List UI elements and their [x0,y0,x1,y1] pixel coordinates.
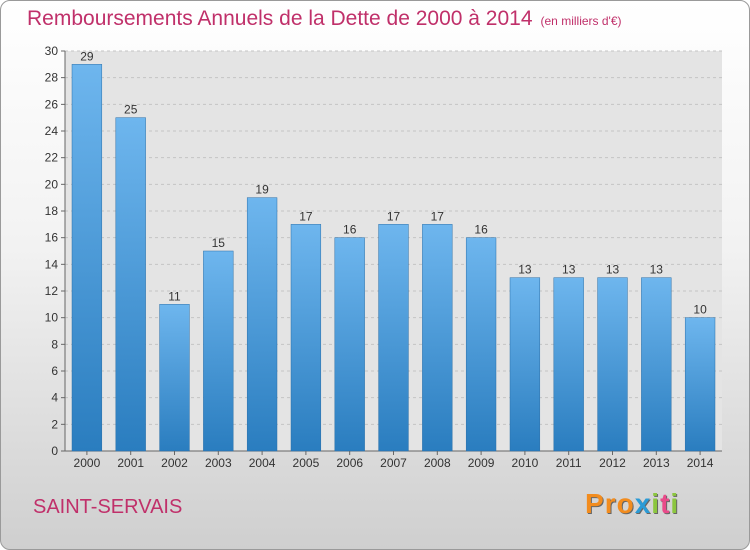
bar [159,304,190,452]
y-tick-label: 12 [45,284,59,298]
bar [378,224,409,452]
x-tick-label: 2010 [512,456,539,470]
brand-letter: x [634,488,652,519]
x-tick-label: 2001 [117,456,144,470]
bar-value-label: 13 [562,263,576,277]
y-tick-label: 16 [45,231,59,245]
y-tick-label: 10 [45,311,59,325]
brand-logo: Proxiti [585,488,679,520]
y-tick-label: 2 [51,417,58,431]
bar-value-label: 16 [343,223,357,237]
x-tick-label: 2003 [205,456,232,470]
x-tick-label: 2007 [380,456,407,470]
bar [641,277,672,452]
x-tick-label: 2004 [249,456,276,470]
bar [334,237,365,452]
brand-letter: i [670,488,680,519]
bar [553,277,584,452]
y-tick-label: 28 [45,71,59,85]
x-tick-label: 2014 [687,456,714,470]
y-tick-label: 22 [45,151,59,165]
y-tick-label: 4 [51,391,58,405]
bar [246,197,278,452]
x-tick-label: 2011 [556,456,582,470]
y-tick-label: 20 [45,177,59,191]
bar [684,317,716,452]
x-tick-label: 2005 [293,456,320,470]
bar-value-label: 10 [693,303,707,317]
x-tick-label: 2008 [424,456,451,470]
title-row: Remboursements Annuels de la Dette de 20… [27,7,622,31]
bar-value-label: 13 [650,263,664,277]
brand-letter: o [616,488,635,519]
y-tick-label: 18 [45,204,59,218]
bar [465,237,497,452]
y-tick-label: 30 [45,44,59,58]
bar [597,277,628,452]
bar-value-label: 29 [80,49,94,63]
y-tick-label: 14 [45,257,59,271]
x-tick-label: 2009 [468,456,495,470]
x-tick-label: 2013 [643,456,670,470]
brand-letter: t [660,488,671,519]
bar [115,117,146,452]
bar [203,250,234,452]
brand-letter: i [651,488,661,519]
bar-value-label: 13 [606,263,620,277]
brand-letter: P [585,488,605,519]
bar [71,64,103,452]
bar-value-label: 25 [124,103,138,117]
bar-value-label: 11 [168,289,181,303]
bar-value-label: 13 [518,263,532,277]
bar-value-label: 15 [212,236,226,250]
commune-name: SAINT-SERVAIS [33,496,183,518]
x-tick-label: 2000 [74,456,101,470]
bar [422,224,453,452]
brand-letter: r [604,488,617,519]
chart-unit: (en milliers d'€) [540,14,622,28]
bar-value-label: 16 [474,223,488,237]
bar-value-label: 17 [387,209,401,223]
chart-title: Remboursements Annuels de la Dette de 20… [27,7,533,30]
y-tick-label: 0 [51,444,58,458]
bar-value-label: 17 [299,209,313,223]
bar-value-label: 19 [255,183,269,197]
y-tick-label: 8 [51,337,58,351]
bar [509,277,541,452]
x-tick-label: 2006 [336,456,363,470]
y-tick-label: 6 [51,364,58,378]
x-tick-label: 2012 [599,456,626,470]
y-tick-label: 26 [45,97,59,111]
bar-value-label: 17 [431,209,445,223]
x-tick-label: 2002 [161,456,188,470]
y-tick-label: 24 [45,124,59,138]
bar [290,224,322,452]
